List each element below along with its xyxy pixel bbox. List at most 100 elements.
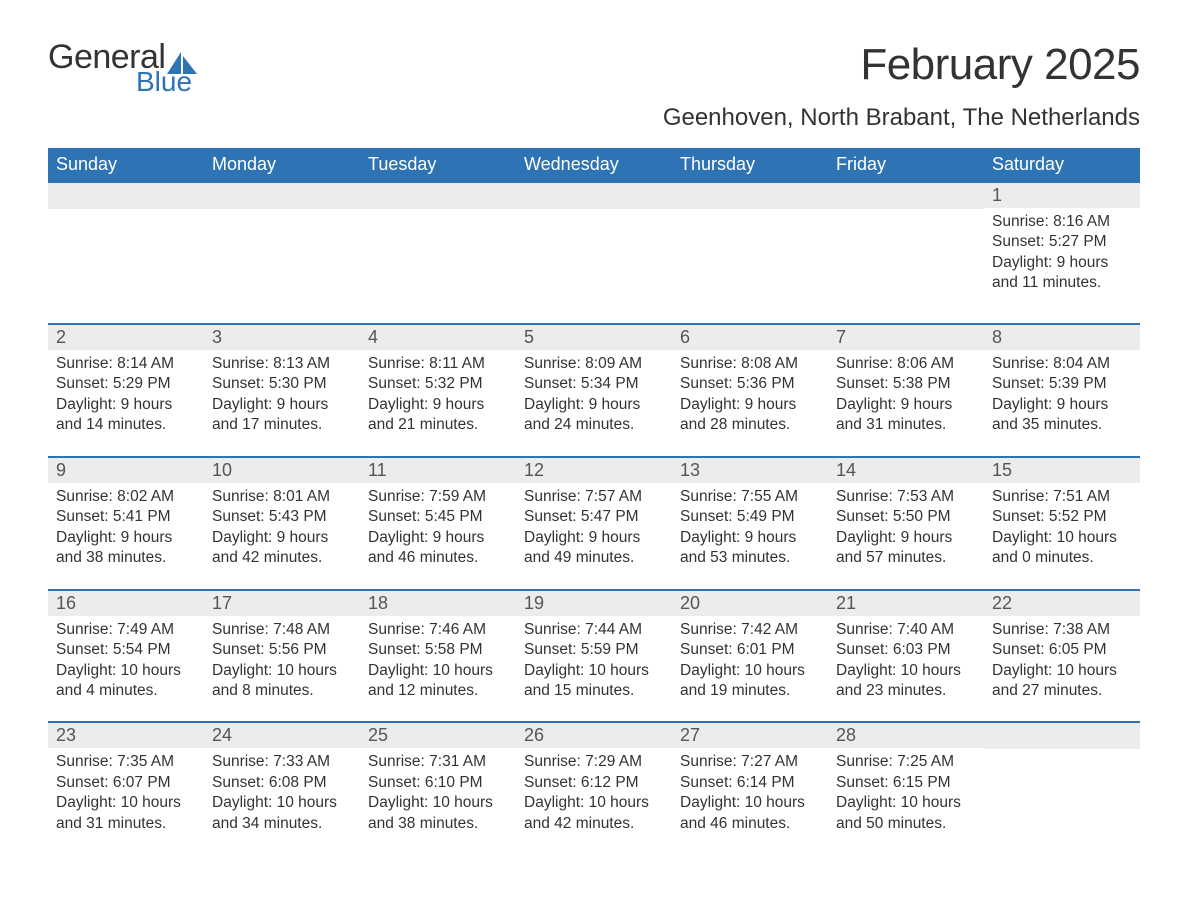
calendar-cell: 20Sunrise: 7:42 AMSunset: 6:01 PMDayligh… — [672, 590, 828, 723]
day-content: Sunrise: 8:11 AMSunset: 5:32 PMDaylight:… — [360, 350, 516, 456]
calendar-cell: 5Sunrise: 8:09 AMSunset: 5:34 PMDaylight… — [516, 324, 672, 457]
sunrise-text: Sunrise: 8:06 AM — [836, 354, 976, 374]
daylight-text: Daylight: 10 hours and 46 minutes. — [680, 793, 820, 834]
day-content: Sunrise: 7:33 AMSunset: 6:08 PMDaylight:… — [204, 748, 360, 854]
weekday-header: Tuesday — [360, 148, 516, 182]
daylight-text: Daylight: 10 hours and 42 minutes. — [524, 793, 664, 834]
sunrise-text: Sunrise: 7:31 AM — [368, 752, 508, 772]
day-content: Sunrise: 8:13 AMSunset: 5:30 PMDaylight:… — [204, 350, 360, 456]
sunrise-text: Sunrise: 7:46 AM — [368, 620, 508, 640]
calendar-cell: 23Sunrise: 7:35 AMSunset: 6:07 PMDayligh… — [48, 722, 204, 863]
calendar-week: 16 Sunrise: 7:49 AMSunset: 5:54 PM Dayligh… — [48, 590, 1140, 723]
daylight-text: Daylight: 9 hours and 46 minutes. — [368, 528, 508, 569]
sunrise-text: Sunrise: 8:08 AM — [680, 354, 820, 374]
daylight-text: Daylight: 9 hours and 14 minutes. — [56, 395, 196, 436]
weekday-header: Wednesday — [516, 148, 672, 182]
day-number: 17 — [204, 591, 360, 616]
calendar-cell: 26Sunrise: 7:29 AMSunset: 6:12 PMDayligh… — [516, 722, 672, 863]
day-number: 10 — [204, 458, 360, 483]
calendar-cell — [204, 182, 360, 324]
day-number: 8 — [984, 325, 1140, 350]
sunset-text: Sunset: 5:41 PM — [56, 507, 196, 527]
calendar-cell: 18Sunrise: 7:46 AMSunset: 5:58 PMDayligh… — [360, 590, 516, 723]
calendar-cell: 11Sunrise: 7:59 AMSunset: 5:45 PMDayligh… — [360, 457, 516, 590]
sunrise-text: Sunrise: 7:35 AM — [56, 752, 196, 772]
day-number: 7 — [828, 325, 984, 350]
day-number: 20 — [672, 591, 828, 616]
day-content: Sunrise: 8:06 AMSunset: 5:38 PMDaylight:… — [828, 350, 984, 456]
sunrise-text: Sunrise: 7:49 AM — [56, 620, 196, 640]
calendar-cell — [516, 182, 672, 324]
day-content: Sunrise: 7:31 AMSunset: 6:10 PMDaylight:… — [360, 748, 516, 854]
weekday-header: Friday — [828, 148, 984, 182]
day-content: Sunrise: 8:08 AMSunset: 5:36 PMDaylight:… — [672, 350, 828, 456]
day-content: Sunrise: 7:57 AMSunset: 5:47 PMDaylight:… — [516, 483, 672, 589]
day-content: Sunrise: 7:35 AMSunset: 6:07 PMDaylight:… — [48, 748, 204, 854]
day-number: 21 — [828, 591, 984, 616]
sunrise-text: Sunrise: 8:11 AM — [368, 354, 508, 374]
calendar-cell: 28Sunrise: 7:25 AMSunset: 6:15 PMDayligh… — [828, 722, 984, 863]
calendar-week: 2Sunrise: 8:14 AMSunset: 5:29 PMDaylight… — [48, 324, 1140, 457]
day-number-empty — [516, 183, 672, 209]
daylight-text: Daylight: 10 hours and 0 minutes. — [992, 528, 1132, 569]
calendar-cell: 8Sunrise: 8:04 AMSunset: 5:39 PMDaylight… — [984, 324, 1140, 457]
calendar-cell: 2Sunrise: 8:14 AMSunset: 5:29 PMDaylight… — [48, 324, 204, 457]
day-number: 22 — [984, 591, 1140, 616]
weekday-header: Saturday — [984, 148, 1140, 182]
day-number: 4 — [360, 325, 516, 350]
calendar-body: 1Sunrise: 8:16 AMSunset: 5:27 PMDaylight… — [48, 182, 1140, 863]
calendar-cell: 19Sunrise: 7:44 AMSunset: 5:59 PMDayligh… — [516, 590, 672, 723]
day-content: Sunrise: 7:53 AMSunset: 5:50 PMDaylight:… — [828, 483, 984, 589]
sunrise-text: Sunrise: 7:48 AM — [212, 620, 352, 640]
sunset-text: Sunset: 5:29 PM — [56, 374, 196, 394]
daylight-text: Daylight: 9 hours and 17 minutes. — [212, 395, 352, 436]
sunset-text: Sunset: 5:56 PM — [212, 640, 352, 660]
sunset-text: Sunset: 5:52 PM — [992, 507, 1132, 527]
day-content-empty — [360, 209, 516, 323]
day-number: 25 — [360, 723, 516, 748]
sunset-text: Sunset: 6:15 PM — [836, 773, 976, 793]
day-number: 16 — [48, 591, 204, 616]
sunset-text: Sunset: 5:43 PM — [212, 507, 352, 527]
day-content-empty — [828, 209, 984, 323]
calendar-cell: 3Sunrise: 8:13 AMSunset: 5:30 PMDaylight… — [204, 324, 360, 457]
sunrise-text: Sunrise: 7:29 AM — [524, 752, 664, 772]
weekday-header: Monday — [204, 148, 360, 182]
sunrise-text: Sunrise: 8:04 AM — [992, 354, 1132, 374]
calendar-cell: 1Sunrise: 8:16 AMSunset: 5:27 PMDaylight… — [984, 182, 1140, 324]
calendar-week: 9Sunrise: 8:02 AMSunset: 5:41 PMDaylight… — [48, 457, 1140, 590]
daylight-text: Daylight: 10 hours and 50 minutes. — [836, 793, 976, 834]
day-content: Sunrise: 8:04 AMSunset: 5:39 PMDaylight:… — [984, 350, 1140, 456]
daylight-text: Daylight: 9 hours and 49 minutes. — [524, 528, 664, 569]
daylight-text: Daylight: 10 hours and 38 minutes. — [368, 793, 508, 834]
sunset-text: Sunset: 5:54 PM — [56, 640, 196, 660]
calendar-table: SundayMondayTuesdayWednesdayThursdayFrid… — [48, 148, 1140, 863]
sunset-text: Sunset: 6:14 PM — [680, 773, 820, 793]
day-content: Sunrise: 7:42 AMSunset: 6:01 PMDaylight:… — [672, 616, 828, 722]
daylight-text: Daylight: 9 hours and 11 minutes. — [992, 253, 1132, 294]
sunset-text: Sunset: 5:32 PM — [368, 374, 508, 394]
day-number: 12 — [516, 458, 672, 483]
sunset-text: Sunset: 5:34 PM — [524, 374, 664, 394]
sunset-text: Sunset: 6:03 PM — [836, 640, 976, 660]
day-number: 6 — [672, 325, 828, 350]
calendar-cell: 22Sunrise: 7:38 AMSunset: 6:05 PMDayligh… — [984, 590, 1140, 723]
calendar-cell: 9Sunrise: 8:02 AMSunset: 5:41 PMDaylight… — [48, 457, 204, 590]
sunrise-text: Sunrise: 8:13 AM — [212, 354, 352, 374]
day-number: 9 — [48, 458, 204, 483]
sunrise-text: Sunrise: 7:38 AM — [992, 620, 1132, 640]
day-content: Sunrise: 7:48 AMSunset: 5:56 PMDaylight:… — [204, 616, 360, 722]
page-header: General Blue February 2025 Geenhoven, No… — [48, 40, 1140, 132]
logo: General Blue — [48, 40, 197, 96]
daylight-text: Daylight: 9 hours and 42 minutes. — [212, 528, 352, 569]
daylight-text: Daylight: 9 hours and 31 minutes. — [836, 395, 976, 436]
calendar-cell: 16Sunrise: 7:49 AMSunset: 5:54 PMDayligh… — [48, 590, 204, 723]
sunrise-text: Sunrise: 7:27 AM — [680, 752, 820, 772]
month-title: February 2025 — [663, 40, 1140, 90]
sunset-text: Sunset: 6:01 PM — [680, 640, 820, 660]
daylight-text: Daylight: 10 hours and 15 minutes. — [524, 661, 664, 702]
day-content: Sunrise: 8:09 AMSunset: 5:34 PMDaylight:… — [516, 350, 672, 456]
sunrise-text: Sunrise: 8:01 AM — [212, 487, 352, 507]
calendar-week: 23Sunrise: 7:35 AMSunset: 6:07 PMDayligh… — [48, 722, 1140, 863]
sunrise-text: Sunrise: 7:25 AM — [836, 752, 976, 772]
